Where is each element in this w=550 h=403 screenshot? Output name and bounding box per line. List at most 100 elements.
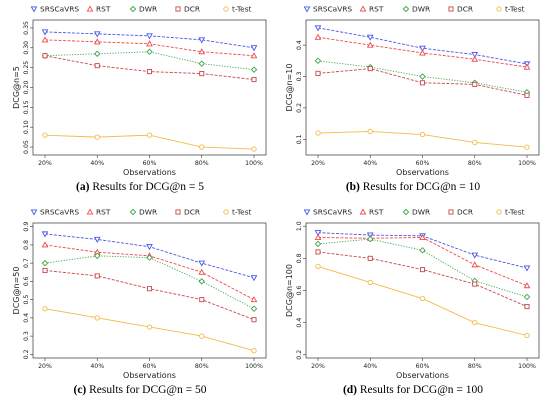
legend-item-srscavrs: SRSCaVRS	[303, 208, 352, 217]
data-point-dcr	[94, 273, 100, 279]
data-point-rst	[146, 40, 153, 47]
data-point-rst	[366, 41, 374, 48]
data-point-srscavrs	[523, 265, 531, 272]
legend-item-dcr: DCR	[448, 5, 473, 14]
x-tick-label: 40%	[90, 160, 104, 167]
data-point-t-test	[146, 132, 153, 138]
y-tick-label: 0.1	[296, 134, 303, 144]
legend-label-t-test: t-Test	[232, 208, 252, 217]
legend-item-t-test: t-Test	[223, 208, 252, 217]
legend-label-dwr: DWR	[139, 208, 157, 217]
x-tick-label: 20%	[38, 160, 52, 167]
legend-label-dwr: DWR	[139, 5, 157, 14]
data-point-srscavrs	[41, 29, 49, 36]
data-point-srscavrs	[198, 37, 206, 44]
caption-c-text: Results for DCG@n = 50	[89, 384, 207, 396]
data-point-srscavrs	[314, 25, 322, 32]
legend-item-t-test: t-Test	[496, 5, 525, 14]
legend-marker-srscavrs	[30, 209, 38, 216]
series-dwr	[41, 48, 258, 73]
data-point-dwr	[367, 235, 374, 243]
series-rst	[41, 241, 258, 303]
y-tick-label: 0.2	[296, 103, 303, 113]
data-point-dwr	[94, 50, 101, 57]
x-tick-label: 80%	[468, 363, 482, 370]
y-tick-label: 0.3	[23, 331, 30, 341]
data-point-t-test	[251, 348, 257, 354]
legend-item-rst: RST	[86, 208, 111, 217]
caption-d-text: Results for DCG@n = 100	[359, 384, 484, 396]
data-point-t-test	[419, 295, 426, 302]
data-point-dcr	[42, 267, 48, 273]
y-tick-label: 0.9	[23, 222, 30, 232]
data-point-dwr	[314, 240, 322, 248]
legend-label-rst: RST	[369, 208, 384, 217]
data-point-dcr	[419, 267, 426, 273]
y-tick-label: 0.6	[296, 286, 303, 296]
data-point-t-test	[94, 134, 100, 140]
series-t-test	[315, 128, 530, 150]
y-tick-label: 0.05	[23, 140, 30, 154]
y-tick-label: 0.7	[23, 258, 30, 268]
x-tick-label: 20%	[311, 160, 325, 167]
legend-label-t-test: t-Test	[505, 5, 525, 14]
legend-label-srscavrs: SRSCaVRS	[40, 5, 79, 14]
y-tick-label: 0.8	[296, 253, 303, 263]
chart-svg: 0.2 0.4 0.6 0.8 1.0 20% 40% 60% 80% 100% Observati…	[285, 208, 540, 380]
legend-label-srscavrs: SRSCaVRS	[313, 5, 352, 14]
chart-panel-c: 0.2 0.3 0.4 0.5 0.6 0.7 0.8 0.9 20% 40% 60% 80% 100%…	[0, 203, 272, 383]
data-point-dcr	[199, 71, 205, 77]
y-axis-label: DCG@n=50	[12, 267, 21, 315]
x-axis-label: Observations	[123, 168, 176, 177]
caption-a: (a) Results for DCG@n = 5	[5, 181, 275, 193]
legend-item-t-test: t-Test	[223, 5, 252, 14]
data-point-dcr	[367, 255, 373, 261]
data-point-t-test	[146, 324, 153, 330]
data-point-dcr	[251, 317, 257, 323]
legend-marker-dwr	[129, 5, 137, 13]
data-point-rst	[314, 233, 322, 240]
data-point-dwr	[419, 73, 426, 80]
series-t-test	[42, 132, 257, 152]
x-tick-label: 100%	[518, 363, 536, 370]
y-tick-label: 0.10	[23, 120, 30, 134]
data-point-t-test	[315, 130, 321, 136]
legend-marker-srscavrs	[30, 6, 38, 13]
legend-marker-rst	[359, 208, 367, 215]
y-tick-label: 0.25	[23, 61, 30, 75]
legend-item-srscavrs: SRSCaVRS	[303, 5, 352, 14]
data-point-rst	[41, 241, 49, 248]
x-tick-label: 60%	[416, 363, 430, 370]
data-point-dwr	[94, 252, 101, 260]
data-point-srscavrs	[250, 275, 258, 282]
series-rst	[314, 233, 531, 289]
legend-item-dwr: DWR	[402, 208, 430, 217]
caption-d: (d) Results for DCG@n = 100	[278, 384, 548, 396]
legend-item-t-test: t-Test	[496, 208, 525, 217]
data-point-dwr	[250, 305, 258, 312]
data-point-t-test	[524, 332, 530, 339]
chart-svg: 0.2 0.3 0.4 0.5 0.6 0.7 0.8 0.9 20% 40% 60% 80% 100%…	[12, 208, 267, 380]
x-tick-label: 60%	[143, 363, 157, 370]
y-tick-label: 0.3	[296, 72, 303, 82]
y-tick-label: 0.4	[296, 40, 303, 50]
data-point-dwr	[198, 278, 205, 285]
data-point-srscavrs	[146, 244, 153, 251]
data-point-dwr	[523, 293, 531, 301]
series-dcr	[315, 66, 530, 98]
data-point-dcr	[524, 304, 530, 310]
caption-b-label: (b)	[345, 181, 360, 193]
data-point-rst	[523, 63, 531, 70]
legend-item-rst: RST	[359, 208, 384, 217]
legend-marker-t-test	[223, 6, 229, 12]
data-point-dwr	[146, 48, 153, 56]
legend-item-rst: RST	[86, 5, 111, 14]
legend-marker-srscavrs	[303, 6, 311, 13]
series-line-dwr	[44, 255, 255, 310]
x-tick-label: 40%	[363, 160, 377, 167]
legend-item-rst: RST	[359, 5, 384, 14]
data-point-dwr	[41, 259, 49, 267]
data-point-rst	[419, 233, 426, 240]
series-dcr	[42, 267, 257, 323]
data-point-srscavrs	[198, 260, 206, 267]
